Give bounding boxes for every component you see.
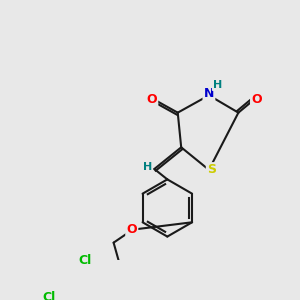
Text: H: H [143,162,152,172]
Text: S: S [207,163,216,176]
Text: O: O [127,223,137,236]
Text: Cl: Cl [79,254,92,267]
Text: O: O [146,93,157,106]
Text: O: O [251,93,262,106]
Text: H: H [213,80,222,90]
Text: Cl: Cl [42,291,55,300]
Text: N: N [204,87,214,100]
